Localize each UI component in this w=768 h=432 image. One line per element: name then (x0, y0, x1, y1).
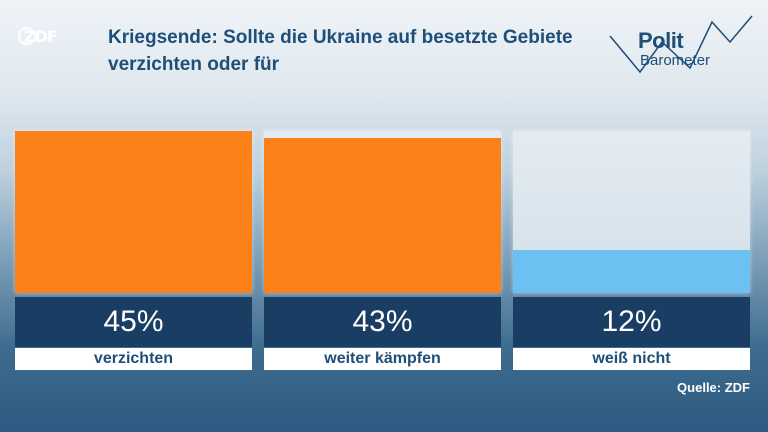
zdf-logo-circle-icon (18, 27, 36, 45)
source-note: Quelle: ZDF (677, 380, 750, 395)
category-label-2: weiter kämpfen (264, 348, 501, 370)
bar-slot-3 (513, 131, 750, 293)
bar-slot-2 (264, 131, 501, 293)
value-label-3: 12% (513, 297, 750, 347)
category-label-1: verzichten (15, 348, 252, 370)
value-label-1: 45% (15, 297, 252, 347)
bar-2 (264, 138, 501, 293)
zdf-logo: ZDF (18, 26, 76, 46)
category-label-3: weiß nicht (513, 348, 750, 370)
politbarometer-logo: Polit Barometer (600, 8, 760, 80)
bar-3 (513, 250, 750, 293)
bar-1 (15, 131, 252, 293)
politbarometer-graph-icon (609, 15, 753, 74)
value-label-2: 43% (264, 297, 501, 347)
brand-line1: Polit (638, 28, 684, 53)
bar-slot-1 (15, 131, 252, 293)
chart-title: Kriegsende: Sollte die Ukraine auf beset… (108, 27, 573, 75)
brand-line2: Barometer (640, 52, 711, 69)
